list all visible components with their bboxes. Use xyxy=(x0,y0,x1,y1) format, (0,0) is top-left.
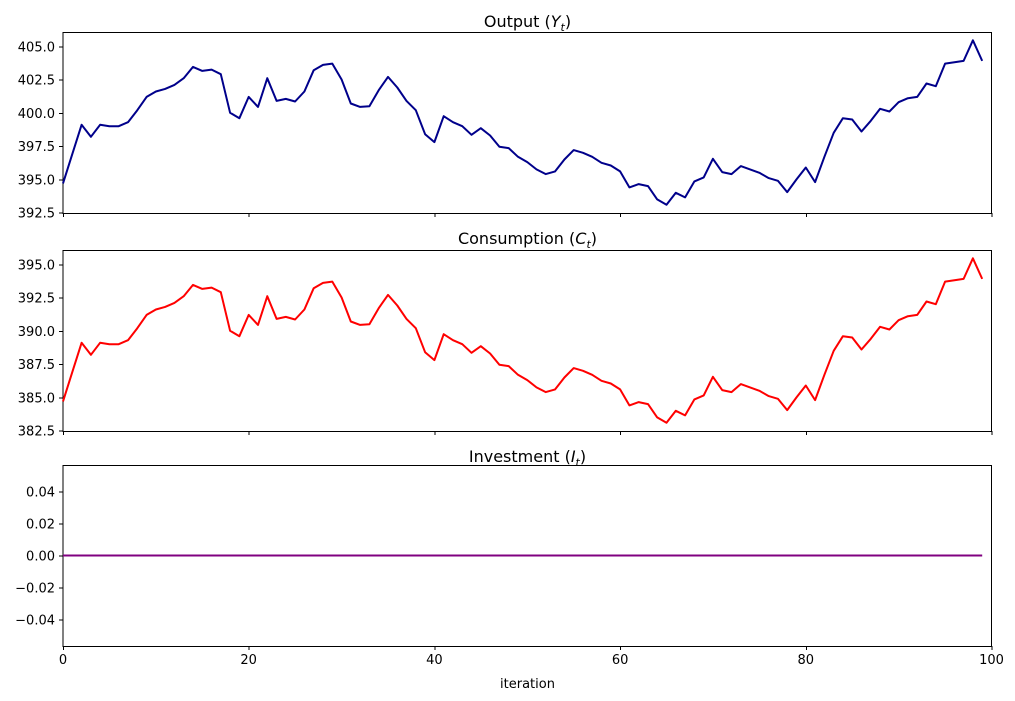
x-tick-label-0: 0 xyxy=(58,653,68,668)
consumption-line xyxy=(62,257,984,424)
y-tick-label: 395.0 xyxy=(18,258,55,273)
y-tick-label: 400.0 xyxy=(18,107,55,122)
output-title-subscript: t xyxy=(560,21,565,35)
y-tick-label: 392.5 xyxy=(18,207,55,222)
x-tick-label-60: 60 xyxy=(611,653,629,668)
output-title-text: Output ( xyxy=(483,12,551,31)
consumption-title-subscript: t xyxy=(586,238,591,252)
y-tick-label: 0.00 xyxy=(26,550,55,565)
consumption-title-text: Consumption ( xyxy=(457,229,576,248)
consumption-title-close: ) xyxy=(590,229,598,248)
investment-title-close: ) xyxy=(579,447,587,466)
y-tick-label: 405.0 xyxy=(18,40,55,55)
y-tick-label: 0.02 xyxy=(26,517,55,532)
y-tick-label: 387.5 xyxy=(18,358,55,373)
x-axis-tick-labels: 0 20 40 60 80 100 xyxy=(0,653,1015,669)
x-tick-label-100: 100 xyxy=(979,653,1004,668)
x-tick-label-20: 20 xyxy=(240,653,257,668)
consumption-title-variable: C xyxy=(575,229,587,248)
investment-title-text: Investment ( xyxy=(468,447,571,466)
output-line xyxy=(62,39,984,206)
y-tick-label: −0.02 xyxy=(15,582,55,597)
y-tick-label: 397.5 xyxy=(18,140,55,155)
investment-title: Investment (It) xyxy=(63,447,992,472)
y-tick-label: 402.5 xyxy=(18,74,55,89)
consumption-title: Consumption (Ct) xyxy=(63,229,992,254)
axes-box xyxy=(62,250,992,432)
investment-plot-area: −0.04 −0.02 0.00 0.02 0.04 xyxy=(15,465,993,650)
investment-title-variable: I xyxy=(570,447,576,466)
y-tick-label: 390.0 xyxy=(18,325,55,340)
y-tick-label: 392.5 xyxy=(18,292,55,307)
y-tick-label: 382.5 xyxy=(18,425,55,440)
x-tick-label-80: 80 xyxy=(797,653,815,668)
investment-title-subscript: t xyxy=(575,456,580,470)
y-tick-label: 385.0 xyxy=(18,391,55,406)
output-title-close: ) xyxy=(564,12,572,31)
output-plot-area: 392.5 395.0 397.5 400.0 402.5 405.0 xyxy=(18,32,993,222)
y-tick-label: 0.04 xyxy=(26,485,55,500)
output-title: Output (Yt) xyxy=(63,12,992,37)
y-tick-label: 395.0 xyxy=(18,173,55,188)
output-title-variable: Y xyxy=(550,12,561,31)
x-axis-label: iteration xyxy=(500,677,555,692)
consumption-plot-area: 382.5 385.0 387.5 390.0 392.5 395.0 xyxy=(18,250,993,440)
axes-box xyxy=(62,32,992,214)
y-tick-label: −0.04 xyxy=(15,614,55,629)
x-tick-label-40: 40 xyxy=(426,653,443,668)
